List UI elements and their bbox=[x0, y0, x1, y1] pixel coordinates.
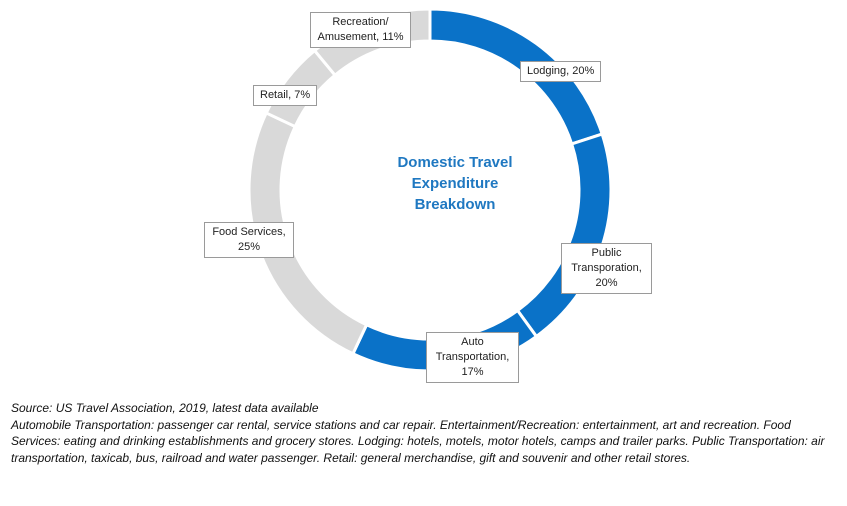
slice-label-lodging: Lodging, 20% bbox=[520, 61, 602, 82]
slice-label-retail-line-1: Retail, 7% bbox=[260, 89, 311, 101]
definitions-note: Automobile Transportation: passenger car… bbox=[11, 417, 825, 465]
slice-label-retail: Retail, 7% bbox=[253, 85, 318, 106]
slice-label-recreation-line-1: Recreation/ bbox=[332, 16, 389, 28]
slice-label-auto-line-2: Transportation, bbox=[435, 351, 510, 363]
donut-chart: Domestic Travel Expenditure Breakdown Lo… bbox=[204, 7, 652, 383]
slice-label-auto-line-1: Auto bbox=[461, 336, 484, 348]
slice-label-auto-line-3: 17% bbox=[461, 366, 484, 378]
chart-center-title: Domestic Travel Expenditure Breakdown bbox=[335, 152, 575, 215]
slice-label-public-line-3: 20% bbox=[595, 277, 618, 289]
slice-label-public-line-1: Public bbox=[591, 247, 622, 259]
slice-label-public-line-2: Transporation, bbox=[571, 262, 642, 274]
slice-label-public-transportation: Public Transporation, 20% bbox=[561, 243, 652, 294]
center-title-line-2: Expenditure bbox=[411, 175, 499, 192]
center-title-line-1: Domestic Travel bbox=[397, 154, 513, 171]
slice-label-food-line-2: 25% bbox=[237, 241, 261, 253]
slice-label-food-services: Food Services, 25% bbox=[204, 222, 294, 258]
slice-label-food-line-1: Food Services, bbox=[212, 226, 286, 238]
slice-label-lodging-line-1: Lodging, 20% bbox=[527, 65, 595, 77]
source-note: Source: US Travel Association, 2019, lat… bbox=[11, 401, 319, 415]
slice-label-auto-transportation: Auto Transportation, 17% bbox=[426, 332, 519, 383]
slice-label-recreation-line-2: Amusement, 11% bbox=[317, 31, 404, 43]
center-title-line-3: Breakdown bbox=[414, 196, 496, 213]
slice-label-recreation: Recreation/ Amusement, 11% bbox=[310, 12, 411, 48]
chart-footnote: Source: US Travel Association, 2019, lat… bbox=[11, 400, 841, 466]
